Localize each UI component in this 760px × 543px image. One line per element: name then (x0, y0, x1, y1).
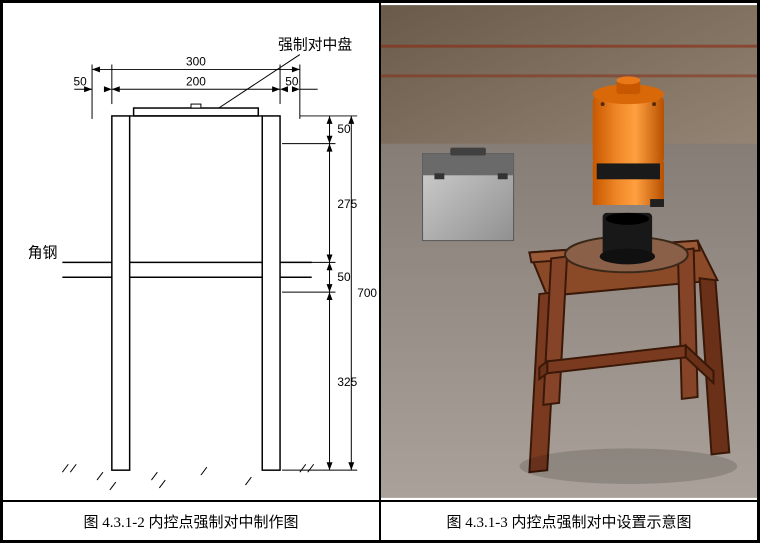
caption-left: 图 4.3.1-2 内控点强制对中制作图 (2, 501, 380, 541)
label-angle-steel: 角钢 (28, 244, 58, 261)
dim-200: 200 (186, 74, 206, 88)
dim-v275: 275 (337, 197, 357, 211)
dim-v700: 700 (357, 286, 377, 300)
photo-svg (381, 3, 757, 500)
shadow (520, 448, 738, 484)
label-plate: 强制对中盘 (278, 36, 352, 54)
left-panel-drawing: 300 200 50 50 强制对中盘 (2, 2, 380, 501)
dim-300: 300 (186, 54, 206, 68)
right-panel-photo (380, 2, 758, 501)
dim-50-left: 50 (74, 74, 88, 88)
dim-v50b: 50 (337, 270, 351, 284)
dim-v50a: 50 (337, 122, 351, 136)
figure-row: 300 200 50 50 强制对中盘 (2, 2, 758, 501)
instrument-case (423, 148, 514, 241)
caption-row: 图 4.3.1-2 内控点强制对中制作图 图 4.3.1-3 内控点强制对中设置… (2, 501, 758, 541)
dim-50-right: 50 (285, 74, 299, 88)
figure-container: 300 200 50 50 强制对中盘 (0, 0, 760, 543)
caption-right: 图 4.3.1-3 内控点强制对中设置示意图 (380, 501, 758, 541)
dim-v325: 325 (337, 375, 357, 389)
drawing-svg: 300 200 50 50 强制对中盘 (3, 3, 379, 500)
